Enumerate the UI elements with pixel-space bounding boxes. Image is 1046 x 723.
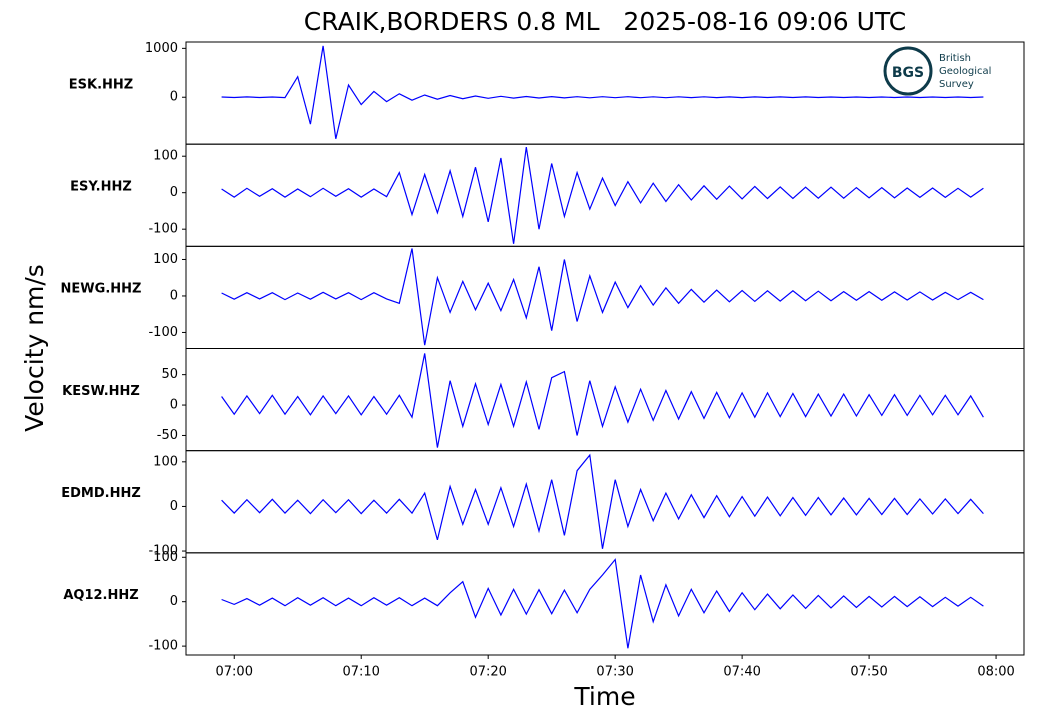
logo-text: Geological bbox=[939, 66, 991, 77]
x-tick-label: 07:50 bbox=[850, 665, 887, 680]
waveform bbox=[221, 558, 984, 649]
logo-text: British bbox=[939, 53, 971, 64]
x-tick-label: 08:00 bbox=[977, 665, 1014, 680]
x-tick-label: 07:10 bbox=[342, 665, 379, 680]
y-tick-label: -100 bbox=[148, 222, 178, 237]
y-tick-label: 0 bbox=[170, 288, 178, 303]
panel-frame bbox=[185, 348, 1025, 452]
station-label: AQ12.HHZ bbox=[63, 588, 138, 603]
logo-ring bbox=[883, 46, 933, 96]
y-tick-label: -100 bbox=[148, 544, 178, 559]
y-tick-label: 100 bbox=[153, 252, 178, 267]
x-axis-label: Time bbox=[573, 682, 635, 711]
panel-frame bbox=[185, 245, 1025, 349]
y-tick-label: -50 bbox=[157, 428, 178, 443]
panel-frame bbox=[185, 552, 1025, 656]
station-label: KESW.HHZ bbox=[62, 384, 140, 399]
x-tick-label: 07:30 bbox=[596, 665, 633, 680]
chart-title: CRAIK,BORDERS 0.8 ML 2025-08-16 09:06 UT… bbox=[304, 7, 906, 36]
waveform bbox=[221, 45, 984, 139]
station-label: ESY.HHZ bbox=[70, 180, 132, 195]
logo: BGS British Geological Survey bbox=[883, 46, 991, 96]
x-tick-label: 07:40 bbox=[723, 665, 760, 680]
waveform bbox=[221, 248, 984, 346]
x-tick-label: 07:20 bbox=[469, 665, 506, 680]
waveform bbox=[221, 353, 984, 448]
y-tick-label: 100 bbox=[153, 149, 178, 164]
y-tick-label: 0 bbox=[170, 185, 178, 200]
station-label: NEWG.HHZ bbox=[61, 282, 142, 297]
y-tick-label: 0 bbox=[170, 499, 178, 514]
y-tick-label: -100 bbox=[148, 639, 178, 654]
station-label: ESK.HHZ bbox=[69, 77, 133, 92]
x-tick-label: 07:00 bbox=[216, 665, 253, 680]
waveform bbox=[221, 453, 984, 549]
y-tick-label: 100 bbox=[153, 550, 178, 565]
station-label: EDMD.HHZ bbox=[61, 486, 141, 501]
y-tick-label: 0 bbox=[170, 594, 178, 609]
y-tick-label: 0 bbox=[170, 90, 178, 105]
logo-text: Survey bbox=[939, 79, 974, 90]
y-tick-label: 1000 bbox=[145, 41, 178, 56]
y-tick-label: -100 bbox=[148, 325, 178, 340]
logo-mark: BGS bbox=[892, 65, 924, 81]
waveform bbox=[221, 147, 984, 244]
y-tick-label: 50 bbox=[161, 367, 178, 382]
y-axis-label: Velocity nm/s bbox=[20, 264, 49, 432]
y-tick-label: 100 bbox=[153, 454, 178, 469]
y-tick-label: 0 bbox=[170, 398, 178, 413]
